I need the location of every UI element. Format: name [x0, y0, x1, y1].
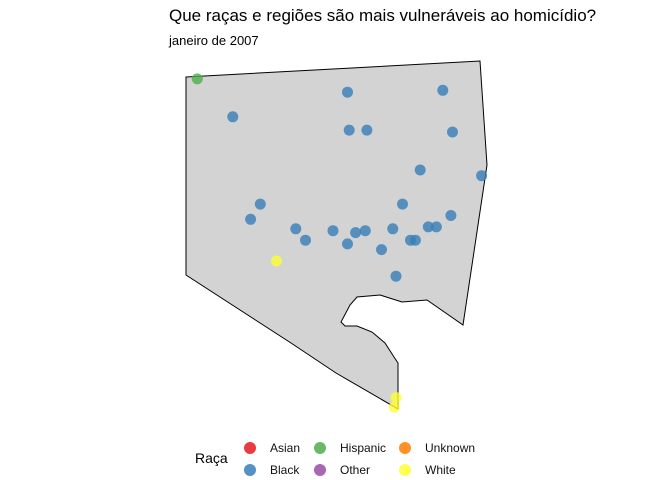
legend-label-hispanic: Hispanic [340, 441, 387, 455]
point-white-0 [271, 255, 282, 267]
point-black-6 [476, 170, 488, 182]
legend-entry-hispanic: Hispanic [314, 441, 386, 455]
legend-entry-asian: Asian [244, 441, 300, 455]
point-black-24 [390, 270, 402, 282]
legend-entry-white: White [399, 463, 456, 477]
legend-key-other [314, 464, 326, 476]
point-white-1 [390, 392, 402, 404]
point-black-18 [414, 164, 426, 176]
legend-entry-other: Other [314, 463, 370, 477]
point-black-10 [300, 234, 311, 246]
point-black-13 [359, 225, 371, 237]
point-black-3 [343, 124, 355, 136]
point-white-2 [388, 401, 400, 413]
point-black-5 [447, 126, 458, 138]
point-black-16 [342, 238, 353, 250]
legend-label-other: Other [340, 463, 371, 477]
point-black-12 [350, 227, 362, 239]
legend-key-white [399, 464, 411, 476]
legend-label-asian: Asian [270, 441, 301, 455]
legend-key-black [244, 464, 256, 476]
point-black-14 [387, 223, 399, 235]
point-black-23 [445, 210, 457, 221]
legend-entry-black: Black [244, 463, 299, 477]
point-black-1 [342, 86, 353, 98]
point-black-7 [254, 198, 266, 210]
region-outline [185, 60, 488, 410]
legend-key-asian [244, 442, 256, 454]
point-hispanic-0 [191, 73, 203, 85]
legend-key-hispanic [314, 442, 326, 454]
point-black-9 [290, 223, 302, 235]
legend-label-black: Black [270, 463, 300, 477]
point-black-17 [397, 198, 408, 210]
legend-label-white: White [425, 463, 456, 477]
point-black-4 [437, 84, 449, 96]
point-black-8 [245, 213, 257, 225]
point-black-22 [430, 221, 442, 233]
points-layer [191, 73, 488, 413]
legend-label-unknown: Unknown [425, 441, 476, 455]
point-black-11 [327, 225, 339, 237]
point-black-0 [227, 111, 239, 123]
legend-key-unknown [399, 442, 411, 454]
point-black-20 [409, 234, 421, 246]
chart-title: Que raças e regiões são mais vulneráveis… [169, 6, 597, 25]
point-black-21 [422, 221, 434, 233]
point-black-15 [376, 244, 387, 256]
legend-title: Raça [195, 450, 228, 466]
point-black-2 [361, 124, 373, 136]
legend-entry-unknown: Unknown [399, 441, 475, 455]
chart-subtitle: janeiro de 2007 [169, 33, 259, 48]
